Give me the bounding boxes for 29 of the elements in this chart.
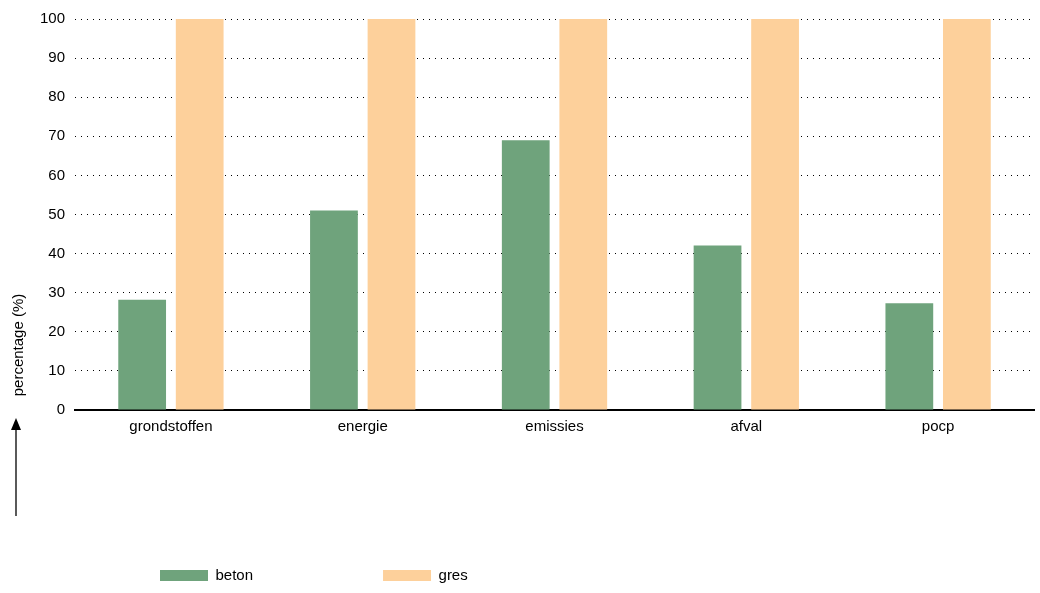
- y-tick-label: 0: [56, 400, 66, 418]
- bar: [693, 245, 742, 410]
- legend-label: gres: [438, 565, 468, 583]
- bar: [942, 19, 991, 410]
- y-tick-label: 20: [48, 321, 66, 339]
- x-tick-label: afval: [730, 417, 763, 435]
- legend-label: beton: [215, 565, 254, 583]
- y-tick-label: 70: [48, 126, 66, 144]
- y-tick-label: 50: [48, 204, 66, 222]
- y-tick-label: 100: [40, 9, 66, 27]
- y-tick-label: 90: [48, 48, 66, 66]
- y-tick-label: 60: [48, 165, 66, 183]
- bar: [501, 140, 550, 410]
- bar: [885, 303, 934, 410]
- y-tick-label: 80: [48, 87, 66, 105]
- bar: [751, 19, 799, 410]
- bar: [367, 19, 416, 410]
- x-tick-label: pocp: [921, 417, 955, 435]
- bar: [118, 299, 167, 410]
- bar: [175, 19, 224, 410]
- y-tick-label: 10: [48, 361, 66, 379]
- y-axis-title: percentage (%): [8, 293, 26, 397]
- x-tick-label: emissies: [525, 417, 584, 435]
- y-tick-label: 40: [48, 243, 66, 261]
- x-tick-label: energie: [337, 417, 388, 435]
- bar: [310, 210, 358, 410]
- bar: [559, 19, 608, 410]
- y-tick-label: 30: [48, 282, 66, 300]
- x-tick-label: grondstoffen: [129, 417, 213, 435]
